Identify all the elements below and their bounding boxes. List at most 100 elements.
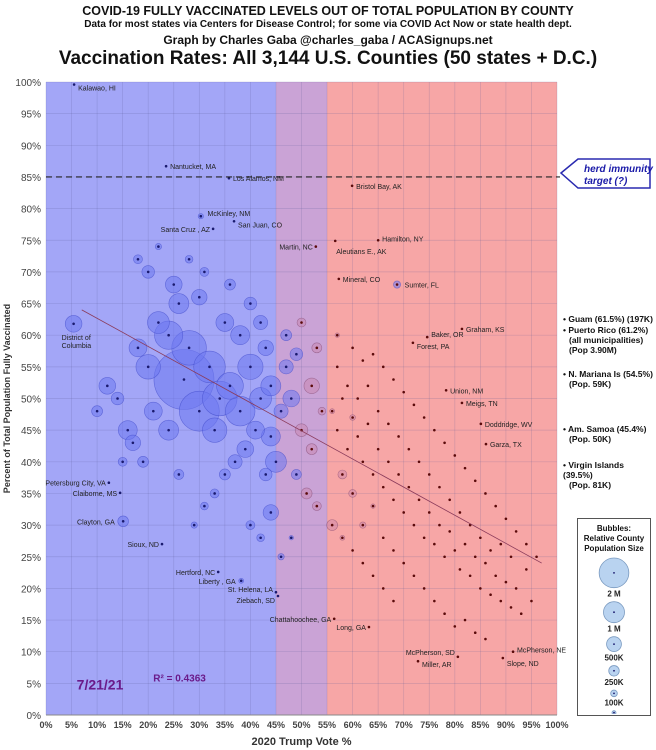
data-point (463, 542, 467, 546)
territory-text: (Pop. 59K) (569, 379, 612, 389)
data-point (433, 542, 436, 546)
data-point (356, 435, 360, 438)
labeled-point (107, 481, 111, 484)
labeled-point (416, 659, 420, 663)
data-point (335, 428, 339, 432)
data-point (489, 549, 492, 552)
territory-text: (Pop 3.90M) (569, 345, 617, 355)
y-tick-label: 100% (15, 78, 41, 89)
data-point (264, 473, 268, 476)
labeled-point (164, 164, 168, 168)
labeled-point (276, 594, 280, 598)
x-tick-label: 5% (65, 720, 78, 730)
point-label: Mineral, CO (343, 277, 381, 284)
point-label: Kalawao, HI (78, 86, 116, 93)
x-tick-label: 15% (114, 720, 132, 730)
labeled-point (501, 656, 505, 660)
point-label: Nantucket, MA (170, 164, 216, 171)
data-point (146, 365, 150, 369)
herd-immunity-callout: herd immunity target (?) (584, 164, 653, 188)
y-tick-label: 40% (21, 458, 41, 469)
data-point (407, 447, 411, 451)
x-tick-label: 75% (420, 720, 438, 730)
x-tick-label: 65% (369, 720, 387, 730)
data-point (249, 523, 252, 527)
data-point (397, 435, 400, 438)
data-point (422, 416, 426, 419)
point-label: San Juan, CO (238, 222, 283, 229)
y-tick-label: 50% (21, 395, 41, 406)
labeled-point (216, 570, 220, 574)
point-label: Martin, NC (279, 245, 312, 252)
data-point (525, 542, 528, 546)
data-point (335, 365, 339, 369)
data-point (295, 473, 298, 476)
labeled-point (333, 239, 337, 243)
data-point (320, 409, 324, 413)
data-point (335, 333, 339, 337)
point-label: Garza, TX (490, 442, 522, 449)
y-tick-label: 5% (27, 679, 42, 690)
labeled-point (118, 491, 122, 495)
data-point (443, 441, 446, 445)
data-point (361, 523, 365, 527)
chart-subtitle: Vaccination Rates: All 3,144 U.S. Counti… (58, 48, 598, 69)
data-point (228, 283, 232, 286)
x-tick-label: 55% (318, 720, 336, 730)
data-point (95, 409, 99, 413)
point-label: Columbia (62, 343, 92, 350)
date-label: 7/21/21 (77, 677, 124, 693)
data-point (346, 447, 349, 451)
data-point (468, 574, 472, 578)
data-point (351, 346, 354, 350)
data-point (203, 270, 206, 274)
data-point (494, 574, 497, 578)
territory-mariana: • N. Mariana Is (54.5%) (Pop. 59K) (563, 369, 653, 389)
data-point (479, 536, 482, 540)
data-point (284, 365, 288, 369)
labeled-point (511, 650, 515, 653)
data-point (315, 504, 319, 508)
x-tick-label: 10% (88, 720, 106, 730)
region-band-2 (327, 82, 557, 715)
data-point (392, 378, 395, 381)
x-tick-label: 90% (497, 720, 515, 730)
data-point (453, 454, 457, 457)
data-point (402, 390, 406, 394)
data-point (463, 466, 467, 470)
data-point (417, 498, 421, 502)
data-point (453, 625, 457, 628)
data-point (238, 409, 242, 413)
legend-size-label: 500K (604, 654, 623, 663)
point-label: Miller, AR (422, 662, 452, 669)
labeled-point (227, 176, 231, 180)
labeled-point (367, 625, 371, 629)
point-label: McPherson, NE (517, 648, 566, 655)
labeled-point (332, 617, 336, 621)
point-label: St. Helena, LA (228, 587, 273, 594)
data-point (366, 422, 370, 426)
territory-text: • N. Mariana Is (54.5%) (563, 369, 653, 379)
data-point (366, 384, 370, 388)
data-point (458, 568, 462, 571)
data-point (392, 549, 395, 552)
y-tick-label: 35% (21, 489, 41, 500)
point-label: Doddridge, WV (485, 422, 533, 429)
point-label: Santa Cruz , AZ (161, 227, 211, 234)
x-tick-label: 20% (139, 720, 157, 730)
x-tick-label: 60% (344, 720, 362, 730)
data-point (249, 365, 252, 369)
data-point (351, 549, 354, 552)
data-point (351, 416, 354, 419)
point-label: Forest, PA (417, 344, 450, 351)
data-point (530, 599, 533, 603)
legend-bubble-center (613, 571, 615, 574)
x-tick-label: 30% (190, 720, 208, 730)
data-point (356, 397, 360, 400)
data-point (504, 580, 508, 584)
data-point (172, 283, 176, 286)
y-tick-label: 70% (21, 268, 41, 279)
y-tick-label: 45% (21, 426, 41, 437)
point-label: Baker, OR (431, 332, 463, 339)
